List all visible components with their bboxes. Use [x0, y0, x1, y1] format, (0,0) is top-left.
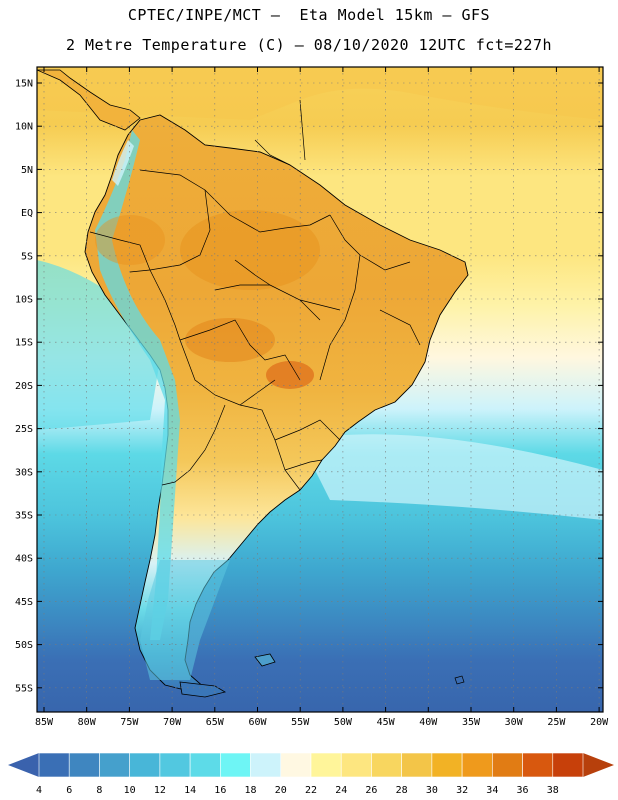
map-frame — [36, 66, 604, 713]
colorbar-tick-label: 18 — [245, 785, 257, 796]
lon-label: 85W — [35, 717, 54, 728]
lon-label: 60W — [248, 717, 267, 728]
lat-label: 10N — [15, 122, 33, 133]
graticule — [37, 67, 603, 712]
colorbar-swatch — [250, 752, 282, 778]
colorbar-tick-label: 8 — [96, 785, 102, 796]
colorbar-tick-label: 32 — [456, 785, 468, 796]
country-borders — [89, 99, 421, 491]
colorbar-swatch — [38, 752, 70, 778]
lon-label: 55W — [291, 717, 310, 728]
colorbar-swatch — [552, 752, 584, 778]
colorbar-tick-label: 12 — [154, 785, 166, 796]
lat-label: 55S — [15, 683, 33, 694]
colorbar-tick-label: 14 — [184, 785, 196, 796]
colorbar-tick-label: 34 — [486, 785, 498, 796]
colorbar-swatch — [220, 752, 251, 778]
colorbar-swatch — [129, 752, 161, 778]
lon-label: 50W — [334, 717, 353, 728]
colorbar-tick-label: 10 — [124, 785, 136, 796]
colorbar-swatch — [492, 752, 523, 778]
lon-label: 65W — [206, 717, 225, 728]
longitude-labels: 85W 80W 75W 70W 65W 60W 55W 50W 45W 40W 35W 30W 25W 2… — [35, 717, 609, 728]
lat-label: 25S — [15, 424, 33, 435]
colorbar-tick-label: 24 — [335, 785, 347, 796]
colorbar-tick-label: 16 — [214, 785, 226, 796]
temperature-map: 15N 10N 5N EQ 5S 10S 15S 20S 25S 30S 35S 40S 45S 50S 5… — [15, 66, 609, 728]
lat-label: 10S — [15, 295, 33, 306]
lat-label: 15N — [15, 79, 33, 90]
colorbar-swatch — [371, 752, 402, 778]
colorbar-labels: 4 6 8 10 12 14 16 18 20 22 24 26 28 30 32 34 36 38 — [36, 785, 559, 796]
map-subtitle: 2 Metre Temperature (C) – 08/10/2020 12U… — [65, 36, 553, 54]
lon-label: 25W — [547, 717, 566, 728]
colorbar-tick-label: 6 — [66, 785, 72, 796]
lat-label: 30S — [15, 467, 33, 478]
colorbar-tick-label: 38 — [547, 785, 559, 796]
lat-label: 20S — [15, 381, 33, 392]
lon-label: 35W — [462, 717, 481, 728]
colorbar-swatch — [280, 752, 312, 778]
colorbar-right-cap — [583, 753, 614, 777]
map-title: CPTEC/INPE/MCT – Eta Model 15km – GFS — [127, 6, 491, 24]
colorbar-swatch — [461, 752, 493, 778]
lon-label: 40W — [419, 717, 438, 728]
colorbar-swatch — [401, 752, 433, 778]
lon-label: 20W — [590, 717, 609, 728]
colorbar-swatch — [189, 752, 221, 778]
lat-label: 45S — [15, 597, 33, 608]
colorbar-swatch — [431, 752, 463, 778]
colorbar-left-cap — [8, 753, 39, 777]
lon-label: 70W — [163, 717, 182, 728]
colorbar-swatch — [159, 752, 191, 778]
lon-label: 45W — [377, 717, 396, 728]
colorbar-tick-label: 20 — [275, 785, 287, 796]
colorbar-tick-label: 4 — [36, 785, 42, 796]
colorbar-tick-label: 36 — [517, 785, 529, 796]
lat-label: 40S — [15, 554, 33, 565]
colorbar-tick-label: 22 — [305, 785, 317, 796]
lat-label: 15S — [15, 338, 33, 349]
lon-label: 80W — [78, 717, 97, 728]
colorbar-swatch — [68, 752, 100, 778]
colorbar-tick-label: 30 — [426, 785, 438, 796]
colorbar-swatch — [99, 752, 130, 778]
lat-label: EQ — [21, 208, 33, 219]
lon-label: 75W — [120, 717, 139, 728]
lat-label: 35S — [15, 511, 33, 522]
lat-label: 5S — [21, 251, 33, 262]
colorbar: 4 6 8 10 12 14 16 18 20 22 24 26 28 30 32 34 36 38 — [8, 752, 614, 796]
lon-label: 30W — [505, 717, 524, 728]
lat-label: 5N — [21, 165, 33, 176]
colorbar-tick-label: 28 — [396, 785, 408, 796]
latitude-labels: 15N 10N 5N EQ 5S 10S 15S 20S 25S 30S 35S 40S 45S 50S 5… — [15, 79, 33, 695]
colorbar-tick-label: 26 — [365, 785, 377, 796]
colorbar-swatch — [522, 752, 554, 778]
colorbar-swatch — [340, 752, 372, 778]
lat-label: 50S — [15, 640, 33, 651]
colorbar-swatch — [310, 752, 342, 778]
